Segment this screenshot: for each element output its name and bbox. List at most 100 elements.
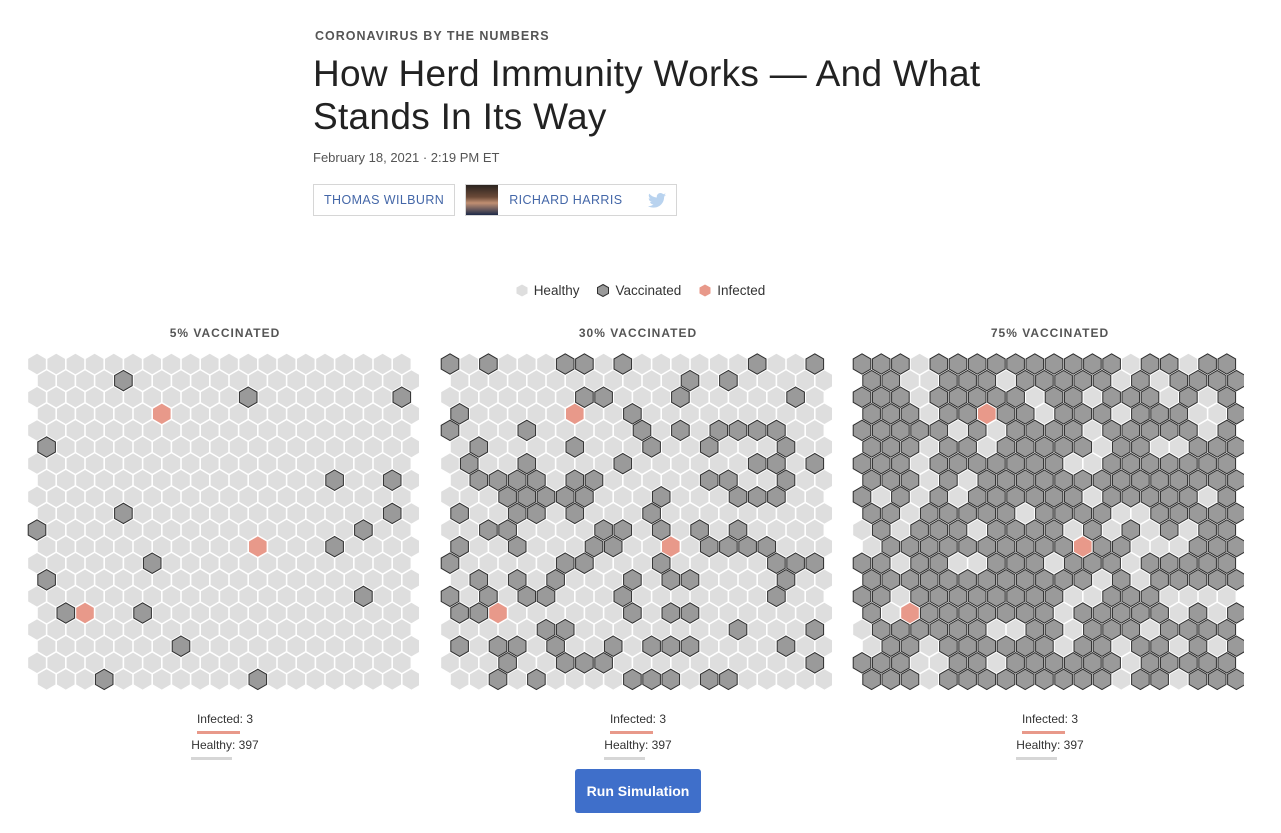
author-link-thomas-wilburn[interactable]: THOMAS WILBURN <box>313 184 456 216</box>
healthy-cell <box>28 420 46 441</box>
healthy-cell <box>642 403 661 424</box>
vaccinated-cell <box>1111 436 1131 458</box>
vaccinated-cell <box>469 436 489 458</box>
vaccinated-cell <box>1111 569 1131 591</box>
vaccinated-cell <box>929 486 949 508</box>
vaccinated-cell <box>680 635 700 657</box>
healthy-cell <box>460 387 478 408</box>
healthy-cell <box>910 353 929 375</box>
healthy-cell <box>143 652 161 673</box>
healthy-cell <box>633 553 651 574</box>
healthy-cell <box>191 602 209 624</box>
healthy-cell <box>277 420 296 441</box>
healthy-cell <box>1179 519 1198 541</box>
healthy-cell <box>105 586 123 607</box>
healthy-cell <box>470 669 488 690</box>
healthy-cell <box>306 669 325 690</box>
author-name: THOMAS WILBURN <box>324 193 445 207</box>
healthy-cell <box>1026 387 1044 408</box>
healthy-cell <box>652 387 670 408</box>
healthy-cell <box>786 586 805 607</box>
healthy-cell <box>143 486 161 507</box>
healthy-cell <box>143 420 161 441</box>
vaccinated-cell <box>891 486 910 508</box>
article-headline: How Herd Immunity Works — And What Stand… <box>313 53 981 137</box>
healthy-cell <box>114 569 133 590</box>
healthy-cell <box>460 420 478 441</box>
healthy-cell <box>479 486 498 507</box>
vaccinated-cell <box>939 535 958 558</box>
healthy-cell <box>489 436 507 458</box>
healthy-cell <box>623 636 642 657</box>
healthy-cell <box>383 669 401 690</box>
healthy-cell <box>373 619 392 640</box>
healthy-cell <box>460 586 478 607</box>
vaccinated-cell <box>1025 353 1045 375</box>
run-simulation-button[interactable]: Run Simulation <box>575 769 701 813</box>
healthy-cell <box>373 586 392 607</box>
vaccinated-cell <box>1073 469 1093 491</box>
healthy-cell <box>518 387 536 408</box>
author-link-richard-harris[interactable]: RICHARD HARRIS <box>465 184 678 216</box>
vaccinated-cell <box>1054 502 1073 525</box>
vaccinated-cell <box>1035 436 1054 458</box>
vaccinated-cell <box>958 369 977 392</box>
healthy-cell <box>786 486 805 507</box>
vaccinated-cell <box>1015 602 1035 624</box>
healthy-cell <box>662 403 680 424</box>
vaccinated-cell <box>1169 403 1189 425</box>
vaccinated-cell <box>967 585 987 608</box>
healthy-cell <box>181 420 200 441</box>
vaccinated-cell <box>1035 635 1054 657</box>
infected-cell <box>1074 536 1092 557</box>
healthy-cell <box>133 370 152 391</box>
article-kicker[interactable]: CORONAVIRUS BY THE NUMBERS <box>315 29 550 43</box>
vaccinated-cell <box>1015 535 1035 558</box>
healthy-cell <box>210 403 229 424</box>
healthy-cell <box>287 569 305 590</box>
healthy-cell <box>335 586 353 607</box>
vaccinated-cell <box>1131 403 1150 425</box>
healthy-cell <box>729 553 747 574</box>
healthy-cell <box>738 569 757 590</box>
healthy-cell <box>220 453 238 474</box>
vaccinated-cell <box>747 353 767 375</box>
healthy-cell <box>758 370 776 391</box>
healthy-cell <box>470 536 488 557</box>
healthy-cell <box>325 370 344 391</box>
vaccinated-cell <box>862 403 881 425</box>
vaccinated-cell <box>1063 419 1083 442</box>
healthy-cell <box>28 453 46 474</box>
healthy-cell <box>1054 636 1073 657</box>
healthy-cell <box>354 619 373 640</box>
vaccinated-cell <box>1140 552 1160 574</box>
vaccinated-cell <box>1102 419 1121 442</box>
healthy-cell <box>1170 669 1188 690</box>
healthy-cell <box>566 602 584 624</box>
vaccinated-cell <box>747 452 767 475</box>
twitter-icon[interactable] <box>648 192 667 208</box>
vaccinated-cell <box>1179 419 1198 442</box>
vaccinated-cell <box>948 452 968 475</box>
healthy-cell <box>85 652 104 673</box>
vaccinated-cell <box>977 668 997 691</box>
vaccinated-cell <box>1063 386 1083 408</box>
healthy-cell <box>95 536 113 557</box>
healthy-cell <box>604 403 622 424</box>
vaccinated-cell <box>613 585 633 608</box>
healthy-cell <box>268 569 286 590</box>
healthy-stat-value: 397 <box>1063 738 1084 752</box>
healthy-cell <box>287 436 305 458</box>
infected-stat: Infected: 3 <box>75 708 375 734</box>
healthy-cell <box>1218 586 1236 607</box>
healthy-cell <box>229 569 248 590</box>
healthy-cell <box>862 536 881 557</box>
healthy-cell <box>57 569 75 590</box>
healthy-cell <box>66 553 85 574</box>
vaccinated-cell <box>891 386 910 408</box>
healthy-cell <box>239 652 257 673</box>
healthy-cell <box>575 619 594 640</box>
healthy-cell <box>28 586 46 607</box>
healthy-cell <box>1064 586 1082 607</box>
healthy-cell <box>671 652 690 673</box>
